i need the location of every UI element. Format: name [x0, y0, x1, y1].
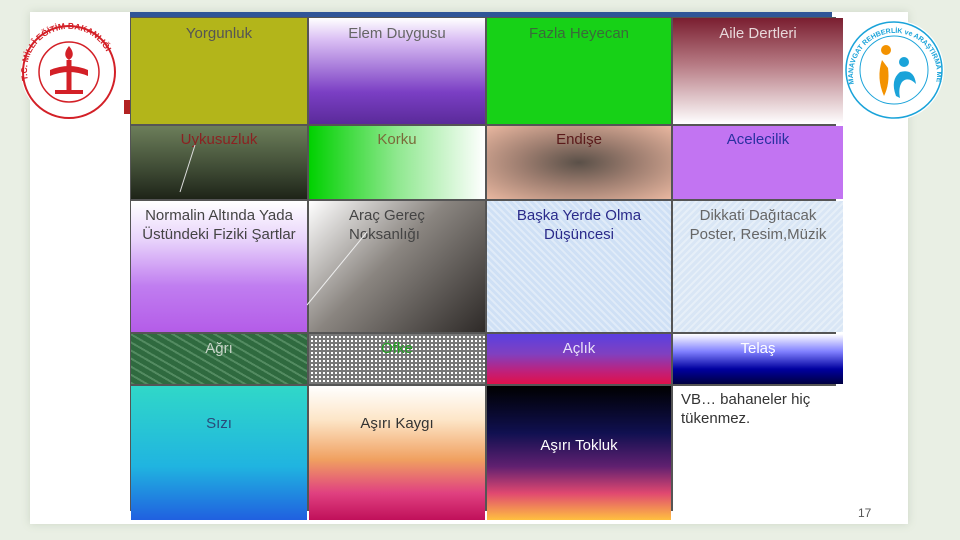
cell-label: Araç Gereç Noksanlığı [349, 207, 425, 243]
cell-label: Fazla Heyecan [528, 25, 630, 42]
top-accent-bar [130, 12, 832, 19]
cell-label: Korku [377, 131, 417, 148]
cell-label: Aşırı Kaygı [360, 415, 434, 432]
cell-label: Acelecilik [726, 131, 790, 148]
table-cell-vb: VB… bahaneler hiç tükenmez. [673, 386, 843, 520]
title-accent [124, 100, 130, 114]
cell-label: Sızı [206, 415, 232, 432]
table-cell-endise: Endişe [487, 126, 671, 199]
cell-label: Başka Yerde Olma Düşüncesi [516, 207, 642, 243]
cell-label: Telaş [740, 340, 776, 357]
meb-logo: T.C. MİLLÎ EĞİTİM BAKANLIĞI [19, 21, 117, 120]
cell-label: Aşırı Tokluk [540, 437, 618, 454]
table-cell-acelecilik: Acelecilik [673, 126, 843, 199]
table-cell-ofke: Öfke [309, 334, 485, 384]
page-number: 17 [858, 506, 872, 520]
table-cell-aile-dertleri: Aile Dertleri [673, 18, 843, 124]
table-cell-telas: Telaş [673, 334, 843, 384]
cell-label: Ağrı [205, 340, 233, 357]
table-cell-baska-yerde: Başka Yerde Olma Düşüncesi [487, 201, 671, 332]
table-cell-fiziki-sartlar: Normalin Altında Yada Üstündeki Fiziki Ş… [131, 201, 307, 332]
cell-label: Uykusuzluk [180, 131, 258, 148]
cell-label: Normalin Altında Yada Üstündeki Fiziki Ş… [142, 207, 296, 243]
cell-label: VB… bahaneler hiç tükenmez. [681, 391, 811, 427]
cell-label: Açlık [562, 340, 596, 357]
distraction-table: Yorgunluk Elem Duygusu Fazla Heyecan Ail… [130, 17, 843, 520]
table-cell-korku: Korku [309, 126, 485, 199]
cell-label: Aile Dertleri [719, 25, 797, 42]
cell-label: Yorgunluk [185, 25, 253, 42]
table-cell-fazla-heyecan: Fazla Heyecan [487, 18, 671, 124]
table-cell-uykusuzluk: Uykusuzluk [131, 126, 307, 199]
table-cell-asiri-kaygi: Aşırı Kaygı [309, 386, 485, 520]
cell-label: Endişe [556, 131, 602, 148]
cell-label: Elem Duygusu [348, 25, 446, 42]
table-cell-yorgunluk: Yorgunluk [131, 18, 307, 124]
ram-logo: MANAVGAT REHBERLİK ve ARAŞTIRMA MERKEZİ [838, 8, 944, 120]
table-cell-sizi: Sızı [131, 386, 307, 520]
cell-label: Öfke [381, 340, 413, 357]
table-cell-elem-duygusu: Elem Duygusu [309, 18, 485, 124]
table-cell-aclik: Açlık [487, 334, 671, 384]
table-cell-asiri-tokluk: Aşırı Tokluk [487, 386, 671, 520]
table-cell-arac-gerec: Araç Gereç Noksanlığı [309, 201, 485, 332]
table-cell-dikkat-dagitacak: Dikkati Dağıtacak Poster, Resim,Müzik [673, 201, 843, 332]
cell-label: Dikkati Dağıtacak Poster, Resim,Müzik [689, 207, 827, 243]
table-cell-agri: Ağrı [131, 334, 307, 384]
